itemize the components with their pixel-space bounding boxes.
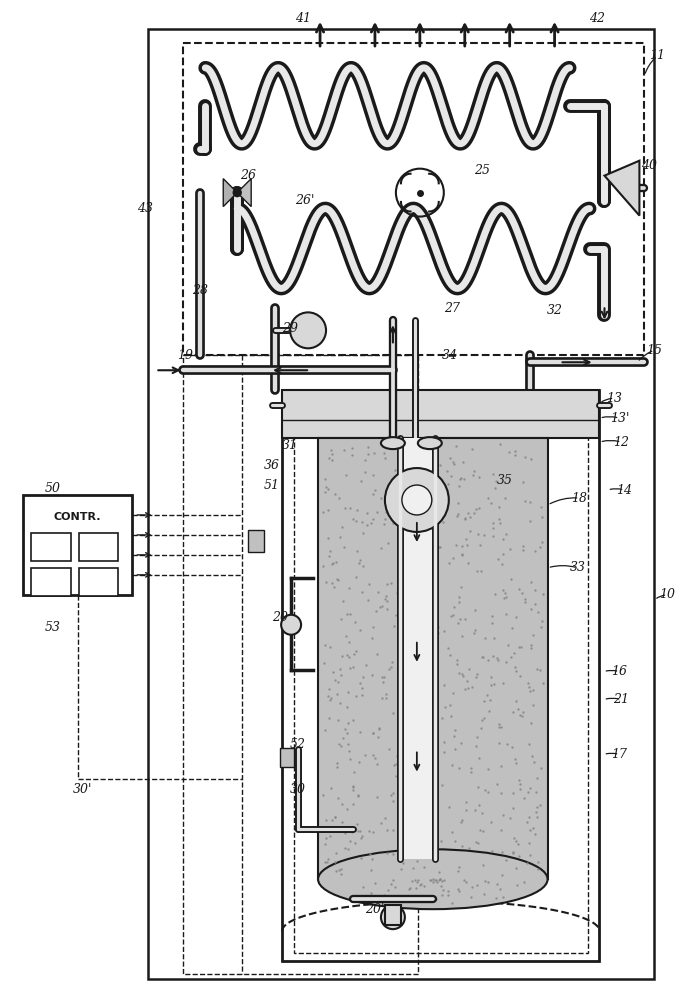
Polygon shape — [223, 179, 237, 207]
Text: 28: 28 — [192, 284, 209, 297]
Ellipse shape — [318, 849, 547, 909]
Text: 36: 36 — [264, 459, 280, 472]
Bar — [30, 568, 71, 596]
Text: 52: 52 — [290, 738, 306, 751]
Text: 16: 16 — [611, 665, 627, 678]
Text: 26: 26 — [240, 169, 256, 182]
Text: 13': 13' — [610, 412, 629, 425]
Text: 43: 43 — [137, 202, 153, 215]
Text: 21: 21 — [613, 693, 629, 706]
Bar — [318, 438, 547, 879]
Polygon shape — [237, 179, 251, 207]
Bar — [280, 748, 294, 767]
Bar — [294, 398, 588, 953]
Text: 27: 27 — [444, 302, 459, 315]
Text: 50: 50 — [44, 482, 60, 495]
Text: 30': 30' — [73, 783, 92, 796]
Polygon shape — [604, 161, 640, 216]
Text: 20': 20' — [365, 903, 385, 916]
Text: 14: 14 — [617, 484, 633, 497]
Text: 34: 34 — [442, 349, 458, 362]
Bar — [78, 533, 119, 561]
Circle shape — [402, 485, 432, 515]
Circle shape — [385, 468, 449, 532]
Text: 29: 29 — [282, 322, 298, 335]
Text: 35: 35 — [497, 474, 513, 487]
Text: 51: 51 — [264, 479, 280, 492]
Text: 20: 20 — [272, 611, 288, 624]
Bar — [184, 43, 644, 355]
Circle shape — [290, 312, 326, 348]
Circle shape — [281, 615, 301, 635]
Bar — [148, 29, 654, 979]
Ellipse shape — [381, 437, 405, 449]
Text: 41: 41 — [295, 12, 311, 25]
Bar — [248, 530, 264, 552]
Text: 32: 32 — [547, 304, 563, 317]
Text: 17: 17 — [611, 748, 627, 761]
Text: 10: 10 — [659, 588, 676, 601]
Text: 42: 42 — [590, 12, 606, 25]
Text: 12: 12 — [613, 436, 629, 449]
Bar — [282, 390, 599, 961]
Text: 19: 19 — [177, 349, 193, 362]
Text: 30: 30 — [290, 783, 306, 796]
Text: 13: 13 — [606, 392, 622, 405]
Text: 25: 25 — [474, 164, 490, 177]
Text: 11: 11 — [649, 49, 665, 62]
Circle shape — [381, 905, 405, 929]
Text: 33: 33 — [570, 561, 586, 574]
Circle shape — [234, 189, 241, 197]
Ellipse shape — [418, 437, 442, 449]
Text: 31: 31 — [282, 439, 298, 452]
Bar — [282, 390, 599, 438]
Bar — [184, 355, 418, 974]
Bar — [403, 438, 432, 859]
Text: CONTR.: CONTR. — [54, 512, 101, 522]
Text: 40: 40 — [642, 159, 658, 172]
Text: 53: 53 — [44, 621, 60, 634]
Text: 26': 26' — [295, 194, 315, 207]
Bar — [30, 533, 71, 561]
Bar — [385, 905, 401, 925]
Text: 15: 15 — [647, 344, 663, 357]
Text: 18: 18 — [572, 492, 588, 505]
Bar — [78, 568, 119, 596]
Bar — [23, 495, 132, 595]
